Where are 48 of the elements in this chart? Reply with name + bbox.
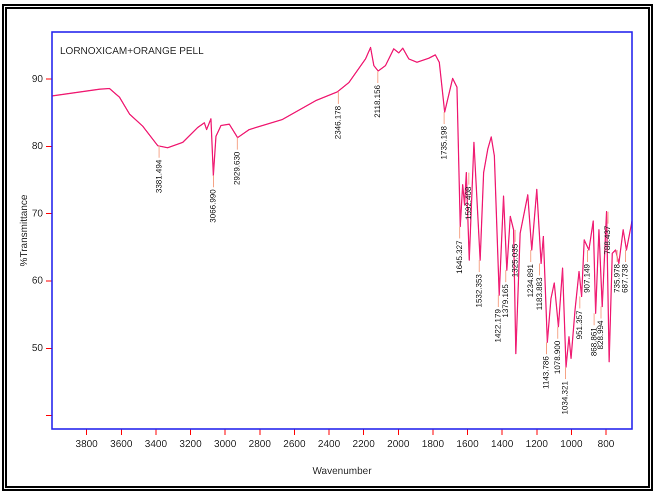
annotation: 1532.353 bbox=[474, 274, 484, 308]
annotation: 1325.035 bbox=[510, 243, 520, 278]
annotation: 2118.156 bbox=[373, 84, 382, 118]
x-tick-label: 2800 bbox=[248, 438, 272, 450]
annotation: 1592.408 bbox=[464, 186, 474, 220]
annotation: 735.978 bbox=[612, 263, 622, 293]
annotation: 687.738 bbox=[620, 263, 630, 293]
x-tick-label: 1600 bbox=[456, 438, 480, 450]
annotation: 1645.327 bbox=[454, 240, 464, 274]
annotation: 3381.494 bbox=[154, 159, 164, 194]
x-tick-label: 2600 bbox=[283, 438, 306, 450]
annotation: 868.861 bbox=[589, 326, 598, 356]
y-tick-label: 50 bbox=[32, 343, 44, 354]
x-tick-label: 1200 bbox=[526, 438, 548, 450]
annotation: 1379.165 bbox=[500, 284, 510, 318]
annotation: 1234.891 bbox=[526, 263, 535, 298]
x-tick-label: 2200 bbox=[352, 438, 376, 450]
x-tick-label: 1400 bbox=[491, 438, 514, 450]
y-tick-label: 60 bbox=[32, 276, 44, 287]
annotation: 2346.178 bbox=[334, 105, 343, 140]
annotation: 1143.786 bbox=[542, 356, 551, 389]
annotation: 1183.883 bbox=[534, 276, 544, 310]
annotation: 907.149 bbox=[582, 263, 592, 293]
x-tick-label: 3600 bbox=[110, 438, 133, 450]
annotation: 1422.179 bbox=[494, 308, 503, 342]
x-tick-label: 800 bbox=[598, 438, 615, 450]
x-axis-title: Wavenumber bbox=[312, 466, 372, 477]
x-tick-label: 1000 bbox=[560, 438, 583, 450]
x-tick-label: 1800 bbox=[422, 438, 444, 450]
annotation: 1735.198 bbox=[439, 126, 448, 160]
annotation: 788.437 bbox=[603, 225, 612, 255]
y-tick-label: 80 bbox=[32, 141, 44, 152]
annotation: 1078.900 bbox=[552, 340, 562, 374]
y-axis-title: %Transmittance bbox=[18, 194, 30, 266]
x-tick-label: 3200 bbox=[179, 438, 202, 450]
x-tick-label: 3400 bbox=[144, 438, 168, 450]
text: LORNOXICAM+ORANGE PELL bbox=[60, 46, 204, 57]
y-tick-label: 70 bbox=[32, 208, 44, 220]
annotation: 951.357 bbox=[575, 310, 584, 340]
annotation: 1034.321 bbox=[560, 380, 570, 414]
x-tick-label: 2400 bbox=[318, 438, 341, 450]
x-tick-label: 3800 bbox=[76, 438, 98, 450]
annotation: 3066.990 bbox=[208, 188, 218, 223]
x-tick-label: 2000 bbox=[387, 438, 410, 450]
y-tick-label: 90 bbox=[32, 74, 44, 85]
annotation: 2929.630 bbox=[232, 151, 242, 186]
x-tick-label: 3000 bbox=[214, 438, 237, 450]
annotation: 828.994 bbox=[596, 320, 606, 350]
